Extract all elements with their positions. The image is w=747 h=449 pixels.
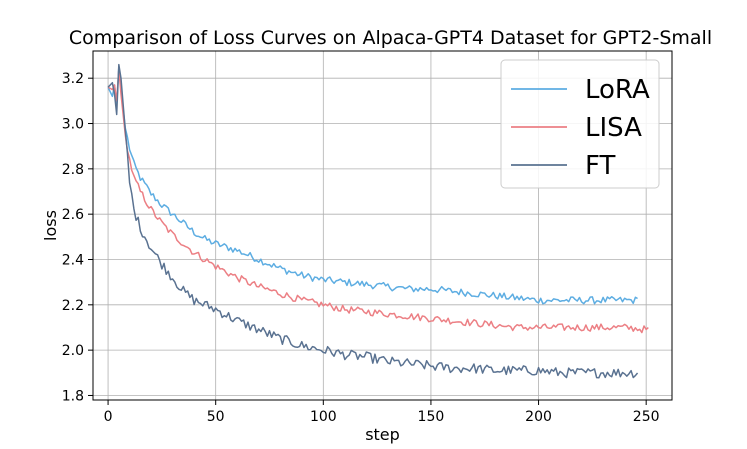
- series-line-ft: [107, 63, 639, 379]
- x-tick-label: 0: [104, 409, 113, 425]
- plot-frame: [92, 50, 673, 401]
- x-tick-label: 200: [525, 409, 552, 425]
- legend-label-lora: LoRA: [585, 75, 650, 105]
- chart-title: Comparison of Loss Curves on Alpaca-GPT4…: [69, 27, 712, 49]
- y-tick-label: 2.8: [62, 162, 84, 178]
- x-tick-label: 100: [310, 409, 337, 425]
- tick-marks-and-labels: 0 50 100 150 200 250 1.8 2.0 2.2 2.4 2.6 2.8 3.0 3.2: [62, 71, 660, 425]
- legend: LoRA LISA FT: [500, 59, 660, 189]
- y-tick-label: 3.2: [62, 71, 84, 87]
- axes: [92, 50, 673, 401]
- legend-box: [500, 59, 660, 189]
- series-lines: [107, 63, 649, 379]
- x-tick-label: 50: [207, 409, 225, 425]
- y-tick-label: 3.0: [62, 117, 84, 133]
- y-tick-label: 2.0: [62, 343, 84, 359]
- x-axis-label: step: [365, 425, 400, 444]
- y-tick-label: 2.2: [62, 298, 84, 314]
- y-tick-label: 2.6: [62, 207, 84, 223]
- x-tick-label: 250: [633, 409, 660, 425]
- series-line-lora: [107, 66, 638, 305]
- x-tick-label: 150: [418, 409, 445, 425]
- y-axis-label: loss: [41, 210, 60, 241]
- y-tick-label: 1.8: [62, 388, 84, 404]
- legend-label-lisa: LISA: [585, 113, 642, 143]
- legend-label-ft: FT: [585, 151, 615, 181]
- y-tick-label: 2.4: [62, 252, 84, 268]
- series-line-lisa: [107, 68, 649, 334]
